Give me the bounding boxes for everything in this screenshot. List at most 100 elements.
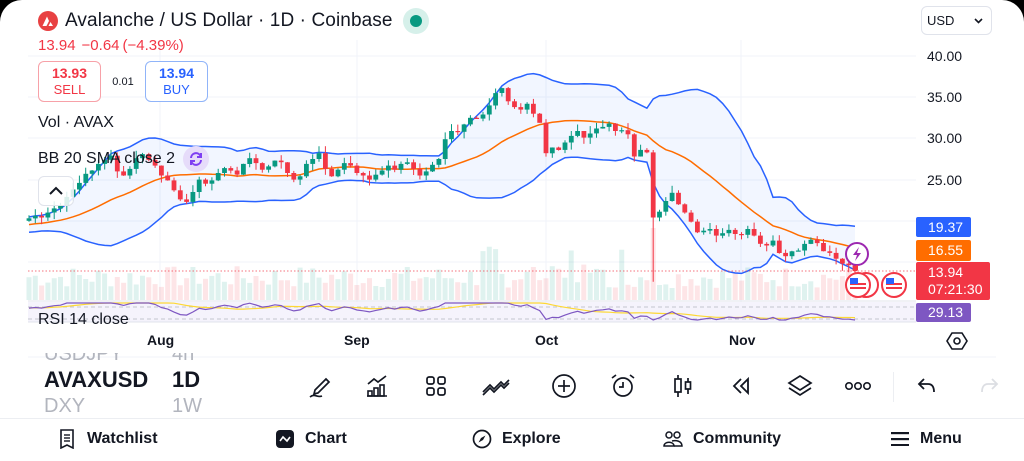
price-axis-label: 30.00 — [927, 130, 963, 146]
plus-circle-icon — [552, 374, 576, 398]
community-icon — [663, 429, 683, 449]
bollinger-legend[interactable]: BB 20 SMA close 2 — [38, 146, 209, 172]
indicators-icon — [367, 375, 387, 397]
bb-basis-price-tag: 16.55 — [916, 240, 971, 261]
chart-toolbar — [0, 367, 1024, 407]
picker-interval: 4h — [172, 353, 195, 365]
compass-icon — [472, 429, 492, 449]
earnings-event-marker[interactable] — [845, 242, 869, 270]
symbol-header[interactable]: Avalanche / US Dollar · 1D · Coinbase — [38, 8, 429, 34]
bollinger-band-fill — [29, 73, 855, 274]
undo-icon — [917, 378, 935, 393]
nav-label: Explore — [502, 430, 561, 447]
time-axis-label: Sep — [344, 332, 370, 348]
market-open-icon — [409, 15, 422, 27]
nav-label: Chart — [305, 430, 347, 447]
add-button[interactable] — [549, 371, 579, 401]
trade-panel: 13.93 SELL 0.01 13.94 BUY — [38, 61, 208, 102]
indicators-button[interactable] — [363, 371, 393, 401]
compare-button[interactable] — [481, 371, 511, 401]
symbol-title[interactable]: Avalanche / US Dollar · 1D · Coinbase — [65, 10, 393, 31]
price-axis-label: 40.00 — [927, 48, 963, 64]
us-economic-event-marker[interactable] — [845, 272, 879, 298]
chart-settings-button[interactable] — [946, 331, 968, 351]
last-price-value: 13.94 — [928, 264, 964, 280]
bar-countdown: 07:21:30 — [928, 281, 983, 297]
candlesticks — [26, 87, 858, 282]
sell-label: SELL — [53, 82, 86, 97]
picker-symbol: AVAXUSD — [44, 367, 149, 392]
alarm-clock-icon — [611, 374, 635, 397]
time-axis-label: Nov — [729, 332, 756, 348]
symbol-interval-picker[interactable]: USDJPY 4h AVAXUSD 1D DXY 1W — [44, 353, 264, 415]
drawing-tools-button[interactable] — [305, 371, 335, 401]
nav-watchlist[interactable]: Watchlist — [57, 429, 158, 449]
bottom-navigation: Watchlist Chart Explore Community Menu — [0, 418, 1024, 461]
time-axis-label: Aug — [147, 332, 175, 348]
more-icon — [844, 381, 871, 391]
grid-icon — [426, 376, 446, 396]
alert-button[interactable] — [608, 371, 638, 401]
collapse-legend-button[interactable] — [38, 176, 74, 206]
price-axis-label: 25.00 — [927, 172, 963, 188]
chart-type-button[interactable] — [668, 371, 698, 401]
picker-symbol: DXY — [44, 395, 86, 415]
picker-row-prev[interactable]: USDJPY 4h — [44, 353, 264, 367]
chart-icon — [275, 429, 295, 449]
rsi-legend[interactable]: RSI 14 close — [38, 311, 129, 325]
candles-icon — [674, 375, 692, 397]
sell-button[interactable]: 13.93 SELL — [38, 61, 101, 102]
market-status-indicator[interactable] — [402, 8, 429, 34]
compare-icon — [482, 379, 510, 396]
replay-button[interactable] — [726, 371, 756, 401]
watchlist-icon — [57, 429, 77, 449]
nav-community[interactable]: Community — [663, 429, 781, 449]
price-change: −0.64 — [81, 37, 120, 54]
us-economic-event-marker[interactable] — [881, 272, 907, 298]
rsi-value-tag: 29.13 — [916, 303, 971, 322]
nav-label: Menu — [920, 430, 962, 447]
bollinger-legend-label: BB 20 SMA close 2 — [38, 150, 175, 167]
picker-row-next[interactable]: DXY 1W — [44, 393, 264, 415]
volume-legend[interactable]: Vol · AVAX — [38, 114, 114, 131]
buy-label: BUY — [163, 82, 190, 97]
nav-chart[interactable]: Chart — [275, 429, 347, 449]
screen-corner — [0, 0, 22, 22]
more-button[interactable] — [843, 371, 873, 401]
gear-icon — [946, 332, 968, 350]
picker-interval: 1D — [172, 367, 201, 392]
rsi-ma-line — [28, 302, 856, 319]
undo-button[interactable] — [912, 371, 942, 401]
layouts-button[interactable] — [421, 371, 451, 401]
object-tree-button[interactable] — [785, 371, 815, 401]
buy-price: 13.94 — [158, 65, 195, 81]
menu-icon — [890, 429, 910, 449]
redo-button[interactable] — [974, 371, 1004, 401]
spread-value: 0.01 — [112, 75, 134, 88]
chevron-up-icon — [49, 186, 63, 195]
currency-select[interactable]: USD — [921, 6, 992, 35]
layers-icon — [787, 374, 813, 397]
avalanche-logo-icon — [38, 11, 58, 31]
time-axis-label: Oct — [535, 332, 559, 348]
last-price-tag: 13.94 07:21:30 — [916, 262, 990, 300]
picker-interval: 1W — [172, 395, 202, 415]
rewind-icon — [732, 376, 749, 396]
picker-row-current[interactable]: AVAXUSD 1D — [44, 367, 264, 393]
price-change-percent: (−4.39%) — [122, 37, 184, 54]
bb-upper-price-tag: 19.37 — [916, 217, 971, 237]
nav-explore[interactable]: Explore — [472, 429, 561, 449]
price-axis-label: 35.00 — [927, 89, 963, 105]
picker-symbol: USDJPY — [44, 353, 123, 365]
nav-label: Community — [693, 430, 781, 447]
sell-price: 13.93 — [51, 65, 88, 81]
buy-button[interactable]: 13.94 BUY — [145, 61, 208, 102]
nav-menu[interactable]: Menu — [890, 429, 962, 449]
pencil-icon — [309, 377, 331, 398]
redo-icon — [981, 378, 999, 393]
refresh-icon[interactable] — [182, 146, 209, 172]
rsi-line — [28, 302, 856, 321]
price-change-line: 13.94 −0.64 (−4.39%) — [38, 37, 190, 54]
bollinger-upper-line — [28, 72, 856, 228]
